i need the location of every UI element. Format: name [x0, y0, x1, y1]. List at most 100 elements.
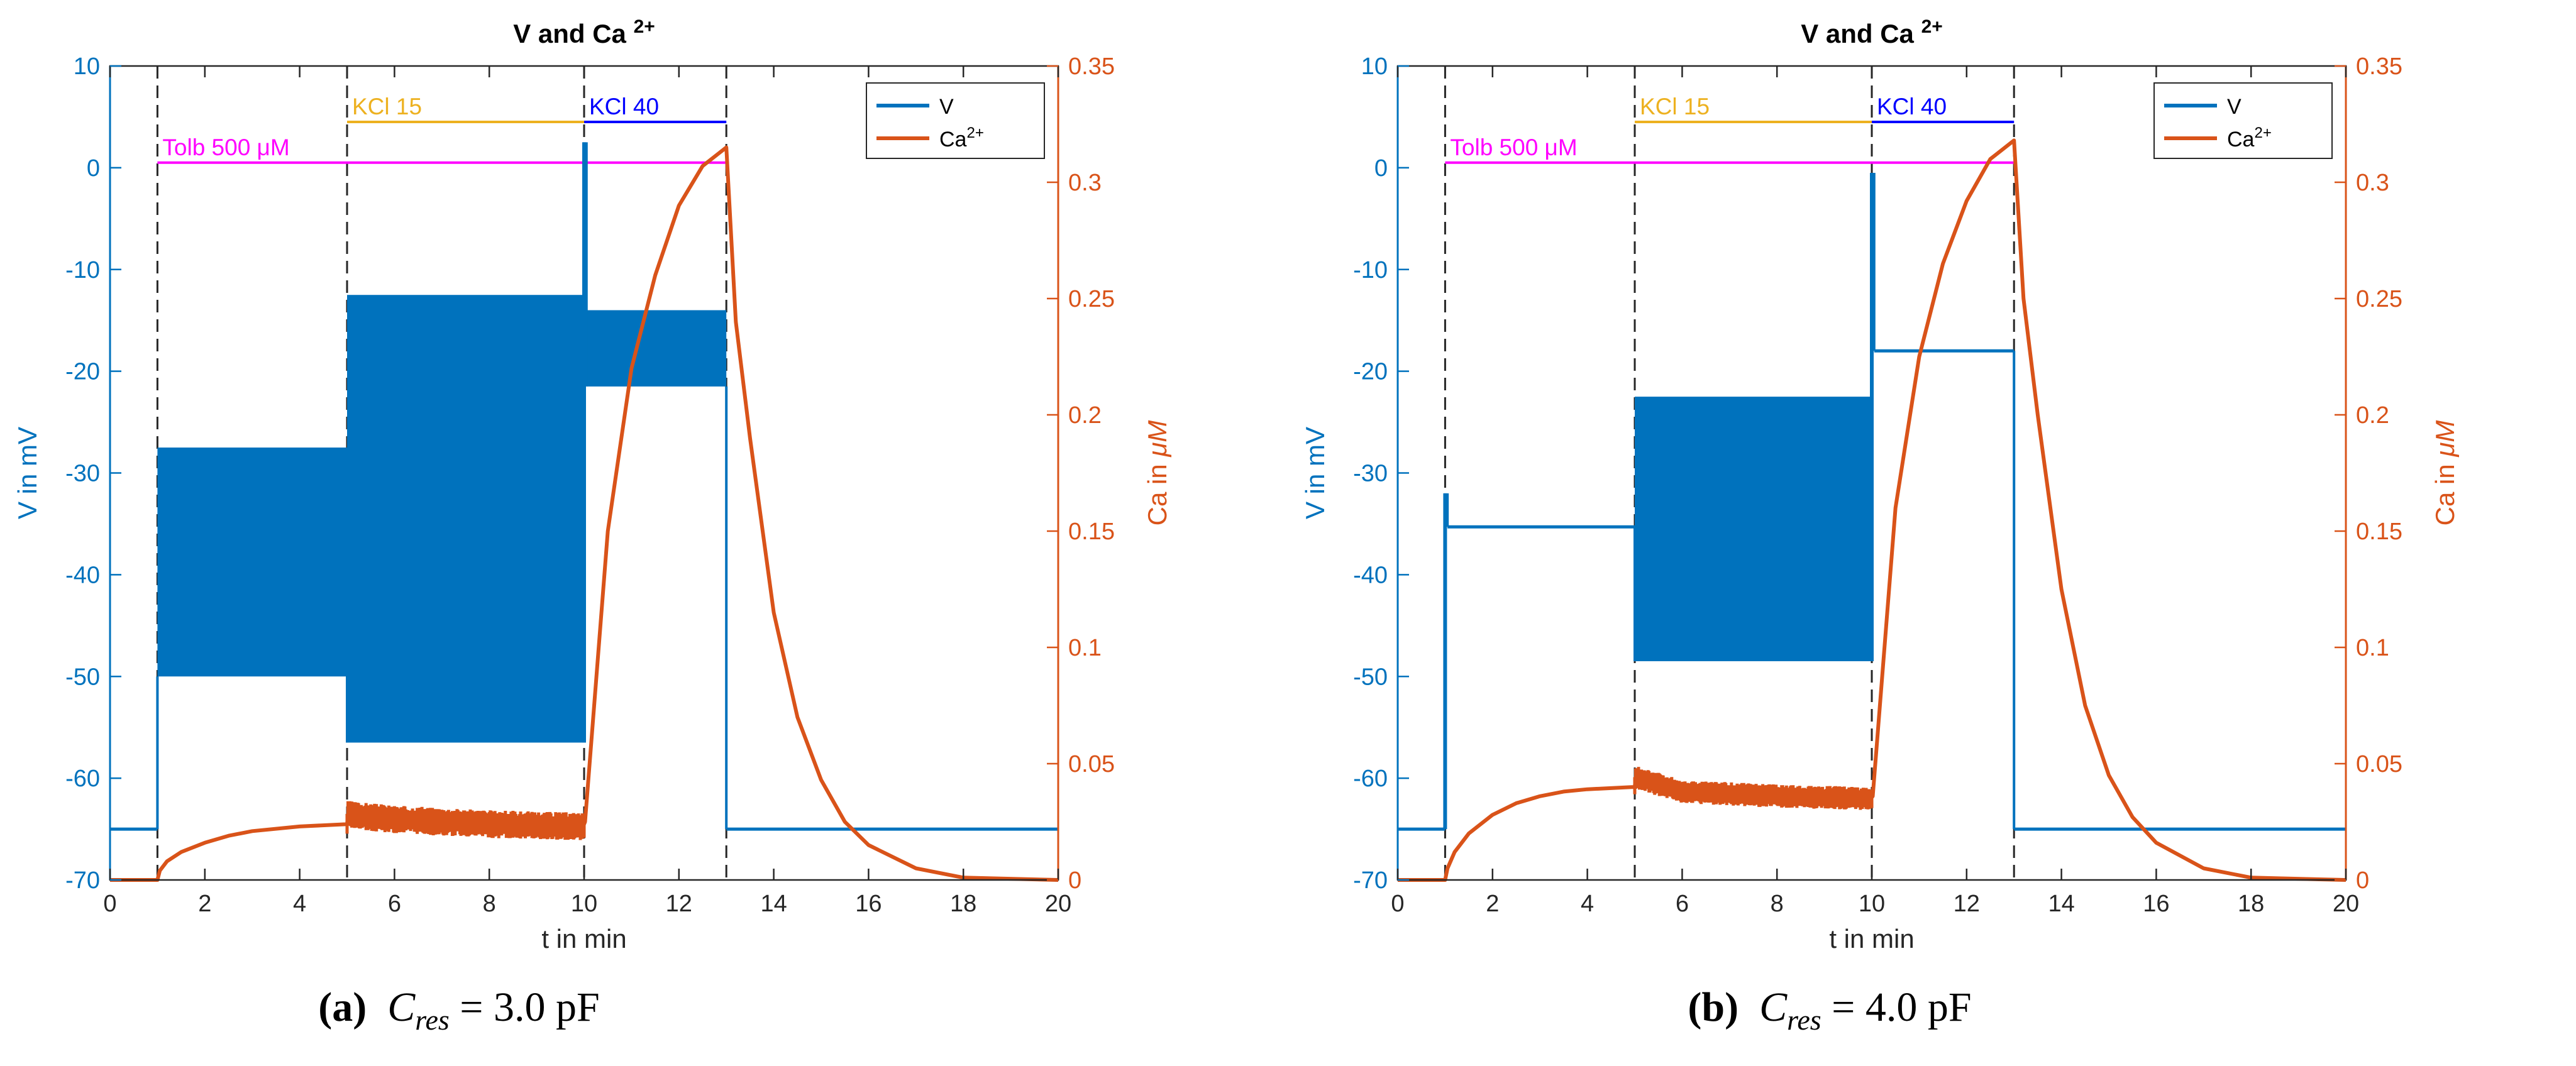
y-right-tick-label: 0 — [2356, 867, 2369, 894]
x-tick-label: 6 — [1676, 891, 1689, 917]
legend-label-text: Ca — [2227, 128, 2255, 151]
y-left-tick-label: -70 — [65, 867, 100, 894]
annotation-label: Tolb 500 μM — [1450, 135, 1577, 160]
series-ca — [110, 145, 1059, 882]
y-right-tick-label: 0.2 — [1068, 402, 1102, 429]
legend-label: Ca2+ — [939, 124, 984, 151]
caption-label: (b) — [1688, 984, 1739, 1030]
legend-box — [2153, 82, 2333, 159]
y-right-axis-label-unit: μM — [1142, 420, 1172, 458]
legend-label-superscript: 2+ — [966, 124, 983, 141]
y-left-tick-label: -40 — [1353, 562, 1388, 588]
y-right-tick-label: 0 — [1068, 867, 1081, 894]
y-right-tick-label: 0.05 — [1068, 751, 1115, 778]
y-right-tick-label: 0.25 — [2356, 286, 2402, 312]
x-tick-label: 0 — [103, 891, 116, 917]
chart-title-text: V and Ca — [1801, 19, 1921, 48]
y-left-tick-label: -20 — [1353, 359, 1388, 385]
x-tick-label: 10 — [571, 891, 597, 917]
caption-a: (a) Cres = 3.0 pF — [145, 984, 773, 1036]
y-right-axis-label-prefix: Ca in — [1142, 457, 1172, 526]
v-oscillation-band — [1635, 397, 1872, 661]
x-axis-label: t in min — [1829, 924, 1914, 953]
legend: V Ca2+ — [2153, 82, 2333, 159]
caption-subscript: res — [415, 1004, 450, 1036]
y-left-tick-label: -10 — [1353, 257, 1388, 283]
caption-value: = 4.0 pF — [1821, 984, 1972, 1030]
chart-title-superscript: 2+ — [1921, 16, 1943, 37]
y-right-tick-label: 0.3 — [1068, 170, 1102, 196]
y-right-tick-label: 0.3 — [2356, 170, 2389, 196]
x-tick-label: 4 — [293, 891, 306, 917]
y-right-tick-label: 0.1 — [2356, 635, 2389, 661]
y-right-tick-label: 0.35 — [1068, 53, 1115, 80]
legend-label: Ca2+ — [2227, 124, 2272, 151]
chart-title-superscript: 2+ — [634, 16, 655, 37]
y-left-tick-label: -40 — [65, 562, 100, 588]
annotation-label: KCl 15 — [1640, 94, 1710, 119]
y-left-tick-label: 0 — [87, 155, 100, 182]
y-right-tick-label: 0.15 — [2356, 519, 2402, 545]
chart-panel-a: V and Ca 2+ Tolb 500 μM KCl 15 KCl 40 0 2 4 6 8 1… — [13, 16, 1172, 953]
y-left-axis-label: V in mV — [1300, 427, 1330, 519]
legend-label-text: V — [2227, 95, 2242, 119]
x-tick-label: 10 — [1859, 891, 1885, 917]
series-ca — [1398, 138, 2347, 882]
caption-variable: C — [387, 984, 416, 1030]
y-right-axis-label: Ca in μM — [2430, 420, 2460, 526]
y-left-tick-label: 10 — [74, 53, 100, 80]
chart-title-text: V and Ca — [513, 19, 633, 48]
y-right-tick-label: 0.05 — [2356, 751, 2402, 778]
v-oscillation-band — [347, 295, 584, 743]
ca-trace — [110, 145, 1059, 882]
y-left-tick-label: -30 — [65, 461, 100, 487]
y-left-tick-label: -60 — [1353, 766, 1388, 792]
x-tick-label: 12 — [666, 891, 692, 917]
y-left-axis-label: V in mV — [13, 427, 42, 519]
annotation-label: Tolb 500 μM — [162, 135, 289, 160]
v-oscillation-band — [586, 310, 727, 387]
caption-b: (b) Cres = 4.0 pF — [1515, 984, 2144, 1036]
v-oscillation-band — [157, 448, 347, 677]
y-right-tick-label: 0.2 — [2356, 402, 2389, 429]
x-tick-label: 16 — [855, 891, 882, 917]
x-tick-label: 2 — [1486, 891, 1499, 917]
y-right-tick-label: 0.25 — [1068, 286, 1115, 312]
x-tick-label: 0 — [1391, 891, 1404, 917]
y-left-tick-label: -70 — [1353, 867, 1388, 894]
legend-label-superscript: 2+ — [2254, 124, 2271, 141]
x-tick-label: 16 — [2143, 891, 2169, 917]
x-tick-label: 8 — [1771, 891, 1784, 917]
x-tick-label: 8 — [483, 891, 496, 917]
x-tick-label: 12 — [1954, 891, 1980, 917]
legend-label-text: V — [939, 95, 954, 119]
x-tick-label: 18 — [950, 891, 976, 917]
chart-title: V and Ca 2+ — [513, 16, 655, 48]
x-tick-label: 20 — [2333, 891, 2359, 917]
ca-noise-band — [1633, 767, 1874, 810]
y-left-tick-label: -60 — [65, 766, 100, 792]
legend-label: V — [939, 95, 954, 119]
y-left-tick-label: -50 — [65, 664, 100, 690]
x-tick-label: 4 — [1581, 891, 1594, 917]
annotation-label: KCl 15 — [352, 94, 422, 119]
y-left-tick-label: 0 — [1374, 155, 1388, 182]
y-left-tick-label: -30 — [1353, 461, 1388, 487]
legend-box — [866, 82, 1045, 159]
y-right-axis-label-unit: μM — [2430, 420, 2460, 458]
legend: V Ca2+ — [866, 82, 1045, 159]
y-left-tick-label: -10 — [65, 257, 100, 283]
chart-panel-b: V and Ca 2+ Tolb 500 μM KCl 15 KCl 40 0 2 4 6 8 1… — [1300, 16, 2460, 953]
chart-title: V and Ca 2+ — [1801, 16, 1943, 48]
series-v — [1398, 172, 2346, 831]
caption-label: (a) — [318, 984, 367, 1030]
x-tick-label: 14 — [760, 891, 787, 917]
x-tick-label: 20 — [1045, 891, 1071, 917]
series-v — [110, 142, 1058, 831]
legend-label-text: Ca — [939, 128, 967, 151]
caption-variable: C — [1759, 984, 1788, 1030]
y-right-axis-label: Ca in μM — [1142, 420, 1172, 526]
ca-trace — [1398, 138, 2347, 882]
y-right-axis-label-prefix: Ca in — [2430, 457, 2460, 526]
